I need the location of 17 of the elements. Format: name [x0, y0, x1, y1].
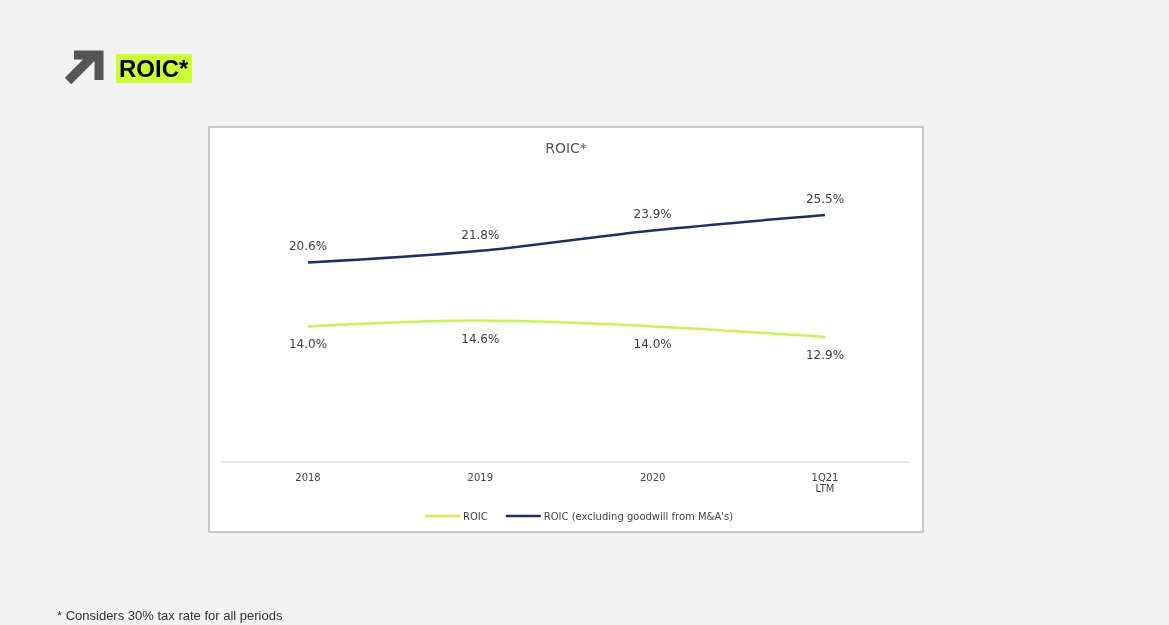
chart-title: ROIC*	[119, 55, 189, 82]
data-label: 14.6%	[461, 331, 500, 346]
text: * Considers 30% tax rate for all periods	[57, 608, 283, 623]
data-label: 14.0%	[633, 337, 672, 352]
data-label: 14.0%	[288, 337, 328, 352]
x-tick-label: 2020	[639, 472, 666, 483]
x-tick-label: 2018	[295, 472, 321, 483]
legend-label: ROIC (excluding goodwill from M&A's)	[543, 511, 734, 522]
chart-subtitle: ROIC*	[545, 140, 587, 156]
legend-label: ROIC	[463, 511, 488, 522]
x-tick-label: 1Q21 LTM	[811, 472, 839, 494]
data-label: 12.9%	[805, 348, 845, 363]
data-label: 21.8%	[461, 227, 500, 242]
x-tick-label: 2019	[467, 472, 494, 483]
data-label: 20.6%	[288, 239, 328, 254]
data-label: 23.9%	[633, 207, 672, 222]
data-label: 25.5%	[805, 192, 845, 206]
